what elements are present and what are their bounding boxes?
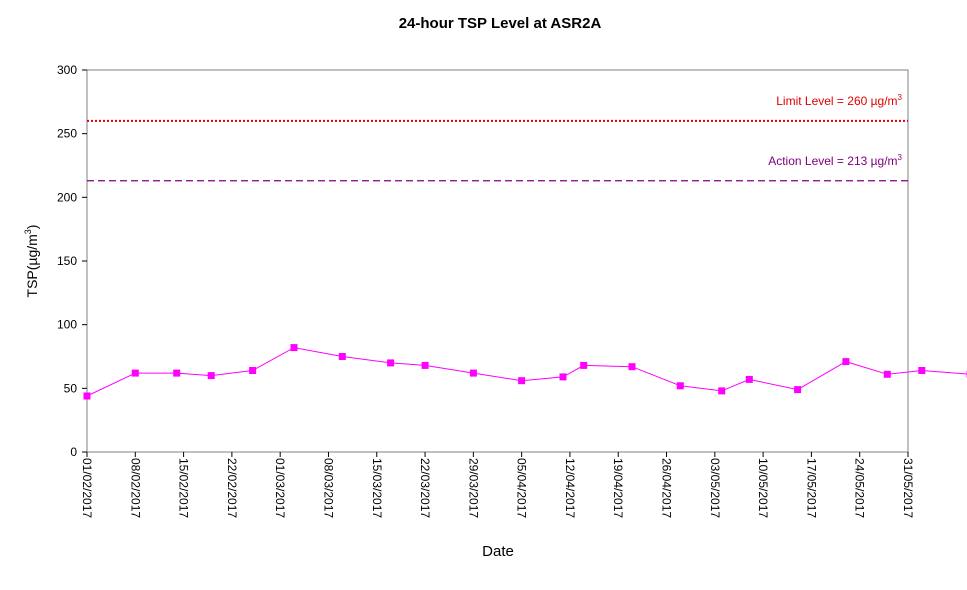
reference-line-label: Limit Level = 260 µg/m3 [776,93,902,108]
x-tick-label: 17/05/2017 [804,458,818,518]
data-point [628,363,636,371]
x-tick-label: 08/03/2017 [321,458,335,518]
y-tick-label: 200 [57,190,77,204]
data-point [469,369,477,377]
data-point [883,370,891,378]
x-tick-label: 26/04/2017 [660,458,674,518]
x-tick-label: 01/02/2017 [80,458,94,518]
x-axis: 01/02/2017 08/02/2017 15/02/2017 22/02/2017… [80,452,915,518]
x-tick-label: 05/04/2017 [515,458,529,518]
data-point [918,367,926,374]
series-layer [83,344,967,400]
data-point [173,369,181,377]
data-point [580,361,588,369]
plot-area [86,69,909,453]
data-point [745,375,753,383]
data-point [518,377,526,385]
series-line [86,347,967,397]
x-tick-label: 24/05/2017 [853,458,867,518]
y-tick-label: 250 [57,127,77,141]
x-tick-label: 22/03/2017 [418,458,432,518]
x-axis-label: Date [482,543,514,560]
x-tick-label: 29/03/2017 [466,458,480,518]
data-point [290,344,298,352]
y-tick-label: 150 [57,254,77,268]
y-tick-label: 50 [64,381,78,395]
data-point [718,387,726,395]
data-point [338,353,346,360]
x-tick-label: 12/04/2017 [563,458,577,518]
x-tick-label: 01/03/2017 [273,458,287,518]
data-point [249,367,257,374]
data-point [842,358,850,366]
data-point [421,361,429,369]
data-point [83,392,91,400]
x-tick-label: 15/02/2017 [177,458,191,518]
data-point [559,373,567,381]
x-tick-label: 03/05/2017 [708,458,722,518]
y-tick-label: 100 [57,318,77,332]
x-tick-label: 31/05/2017 [901,458,915,518]
y-tick-label: 300 [57,63,77,77]
y-axis-label: TSP(µg/m3) [23,225,40,298]
reference-line-label: Action Level = 213 µg/m3 [768,153,902,168]
data-point [207,372,215,380]
reference-lines: Limit Level = 260 µg/m3 Action Level = 21… [87,93,908,182]
data-point [387,359,395,367]
x-tick-label: 19/04/2017 [611,458,625,518]
data-point [131,369,139,377]
data-point [676,382,684,390]
y-axis: 0 50 100 150 200 250 300 [57,63,87,459]
data-point [794,386,802,394]
x-tick-label: 08/02/2017 [128,458,142,518]
y-tick-label: 0 [70,445,77,459]
chart-title: 24-hour TSP Level at ASR2A [399,15,602,32]
x-tick-label: 15/03/2017 [370,458,384,518]
x-tick-label: 22/02/2017 [225,458,239,518]
x-tick-label: 10/05/2017 [756,458,770,518]
